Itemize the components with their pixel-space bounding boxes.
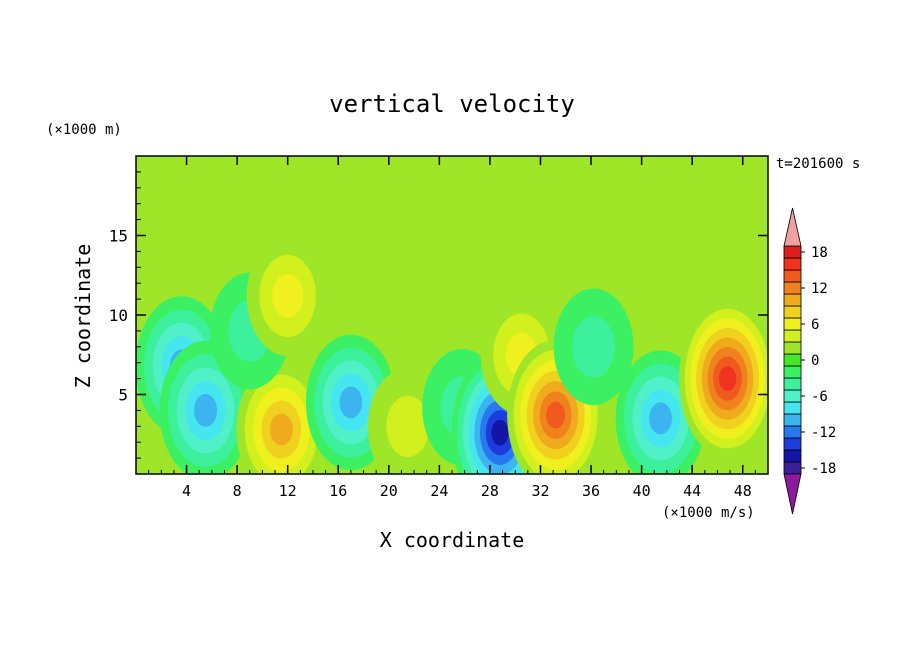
field-contour <box>572 316 616 378</box>
y-axis: 5 10 15 <box>109 171 768 459</box>
field-contour <box>546 401 566 429</box>
x-tick-label: 16 <box>329 482 347 500</box>
x-tick-label: 4 <box>182 482 191 500</box>
field-contour <box>386 395 430 457</box>
chart-title: vertical velocity <box>329 90 575 118</box>
x-tick-label: 20 <box>380 482 398 500</box>
colorbar-box <box>783 293 802 307</box>
colorbar-tick-label: -6 <box>811 389 828 405</box>
colorbar-box <box>783 425 802 439</box>
colorbar-box <box>783 461 802 475</box>
field-feature <box>679 299 768 458</box>
colorbar-box <box>783 365 802 379</box>
x-tick-label: 48 <box>734 482 752 500</box>
field-contour <box>718 366 737 392</box>
colorbar-box <box>783 245 802 259</box>
y-axis-label: Z coordinate <box>71 244 95 389</box>
colorbar-tick-label: -18 <box>811 461 836 477</box>
x-tick-label: 12 <box>279 482 297 500</box>
x-axis-label: X coordinate <box>380 528 525 552</box>
colorbar-box <box>783 389 802 403</box>
colorbar-box <box>783 281 802 295</box>
colorbar-box <box>783 377 802 391</box>
colorbar-box <box>783 401 802 415</box>
field-feature <box>615 350 706 474</box>
field-feature <box>236 361 327 474</box>
x-tick-label: 28 <box>481 482 499 500</box>
colorbar-bottom-arrow <box>783 473 802 515</box>
y-axis-unit: (×1000 m) <box>46 122 122 138</box>
x-tick-label: 36 <box>582 482 600 500</box>
colorbar-tick-label: 18 <box>811 245 828 261</box>
colorbar: 18 12 6 0 -6 -12 -18 <box>783 207 836 515</box>
colorbar-box <box>783 353 802 367</box>
field-contour <box>649 402 672 435</box>
field-contour <box>193 394 218 427</box>
y-tick-label: 5 <box>118 386 128 405</box>
field-contour <box>339 386 363 419</box>
field-contour <box>269 413 293 446</box>
y-tick-label: 10 <box>109 306 128 325</box>
colorbar-tick-label: 12 <box>811 281 828 297</box>
colorbar-tick-label: 0 <box>811 353 819 369</box>
x-axis: 4 8 12 16 20 24 28 32 36 40 44 48 <box>148 156 756 500</box>
colorbar-box <box>783 341 802 355</box>
colorbar-box <box>783 449 802 463</box>
colorbar-box <box>783 269 802 283</box>
colorbar-tick-label: -12 <box>811 425 836 441</box>
x-tick-label: 32 <box>531 482 549 500</box>
x-tick-label: 40 <box>633 482 651 500</box>
colorbar-box <box>783 317 802 331</box>
time-label: t=201600 s <box>776 156 860 172</box>
field-feature <box>246 235 329 357</box>
colorbar-box <box>783 437 802 451</box>
velocity-field <box>136 156 768 474</box>
field-contour <box>491 419 509 446</box>
field-contour <box>272 273 304 319</box>
colorbar-box <box>783 305 802 319</box>
field-feature <box>553 288 634 406</box>
colorbar-tick-label: 6 <box>811 317 819 333</box>
colorbar-box <box>783 257 802 271</box>
y-tick-label: 15 <box>109 227 128 246</box>
colorbar-top-arrow <box>783 207 802 247</box>
colorbar-box <box>783 413 802 427</box>
colorbar-box <box>783 329 802 343</box>
x-axis-unit: (×1000 m/s) <box>662 505 755 521</box>
x-tick-label: 24 <box>430 482 448 500</box>
x-tick-label: 8 <box>233 482 242 500</box>
x-tick-label: 44 <box>683 482 701 500</box>
